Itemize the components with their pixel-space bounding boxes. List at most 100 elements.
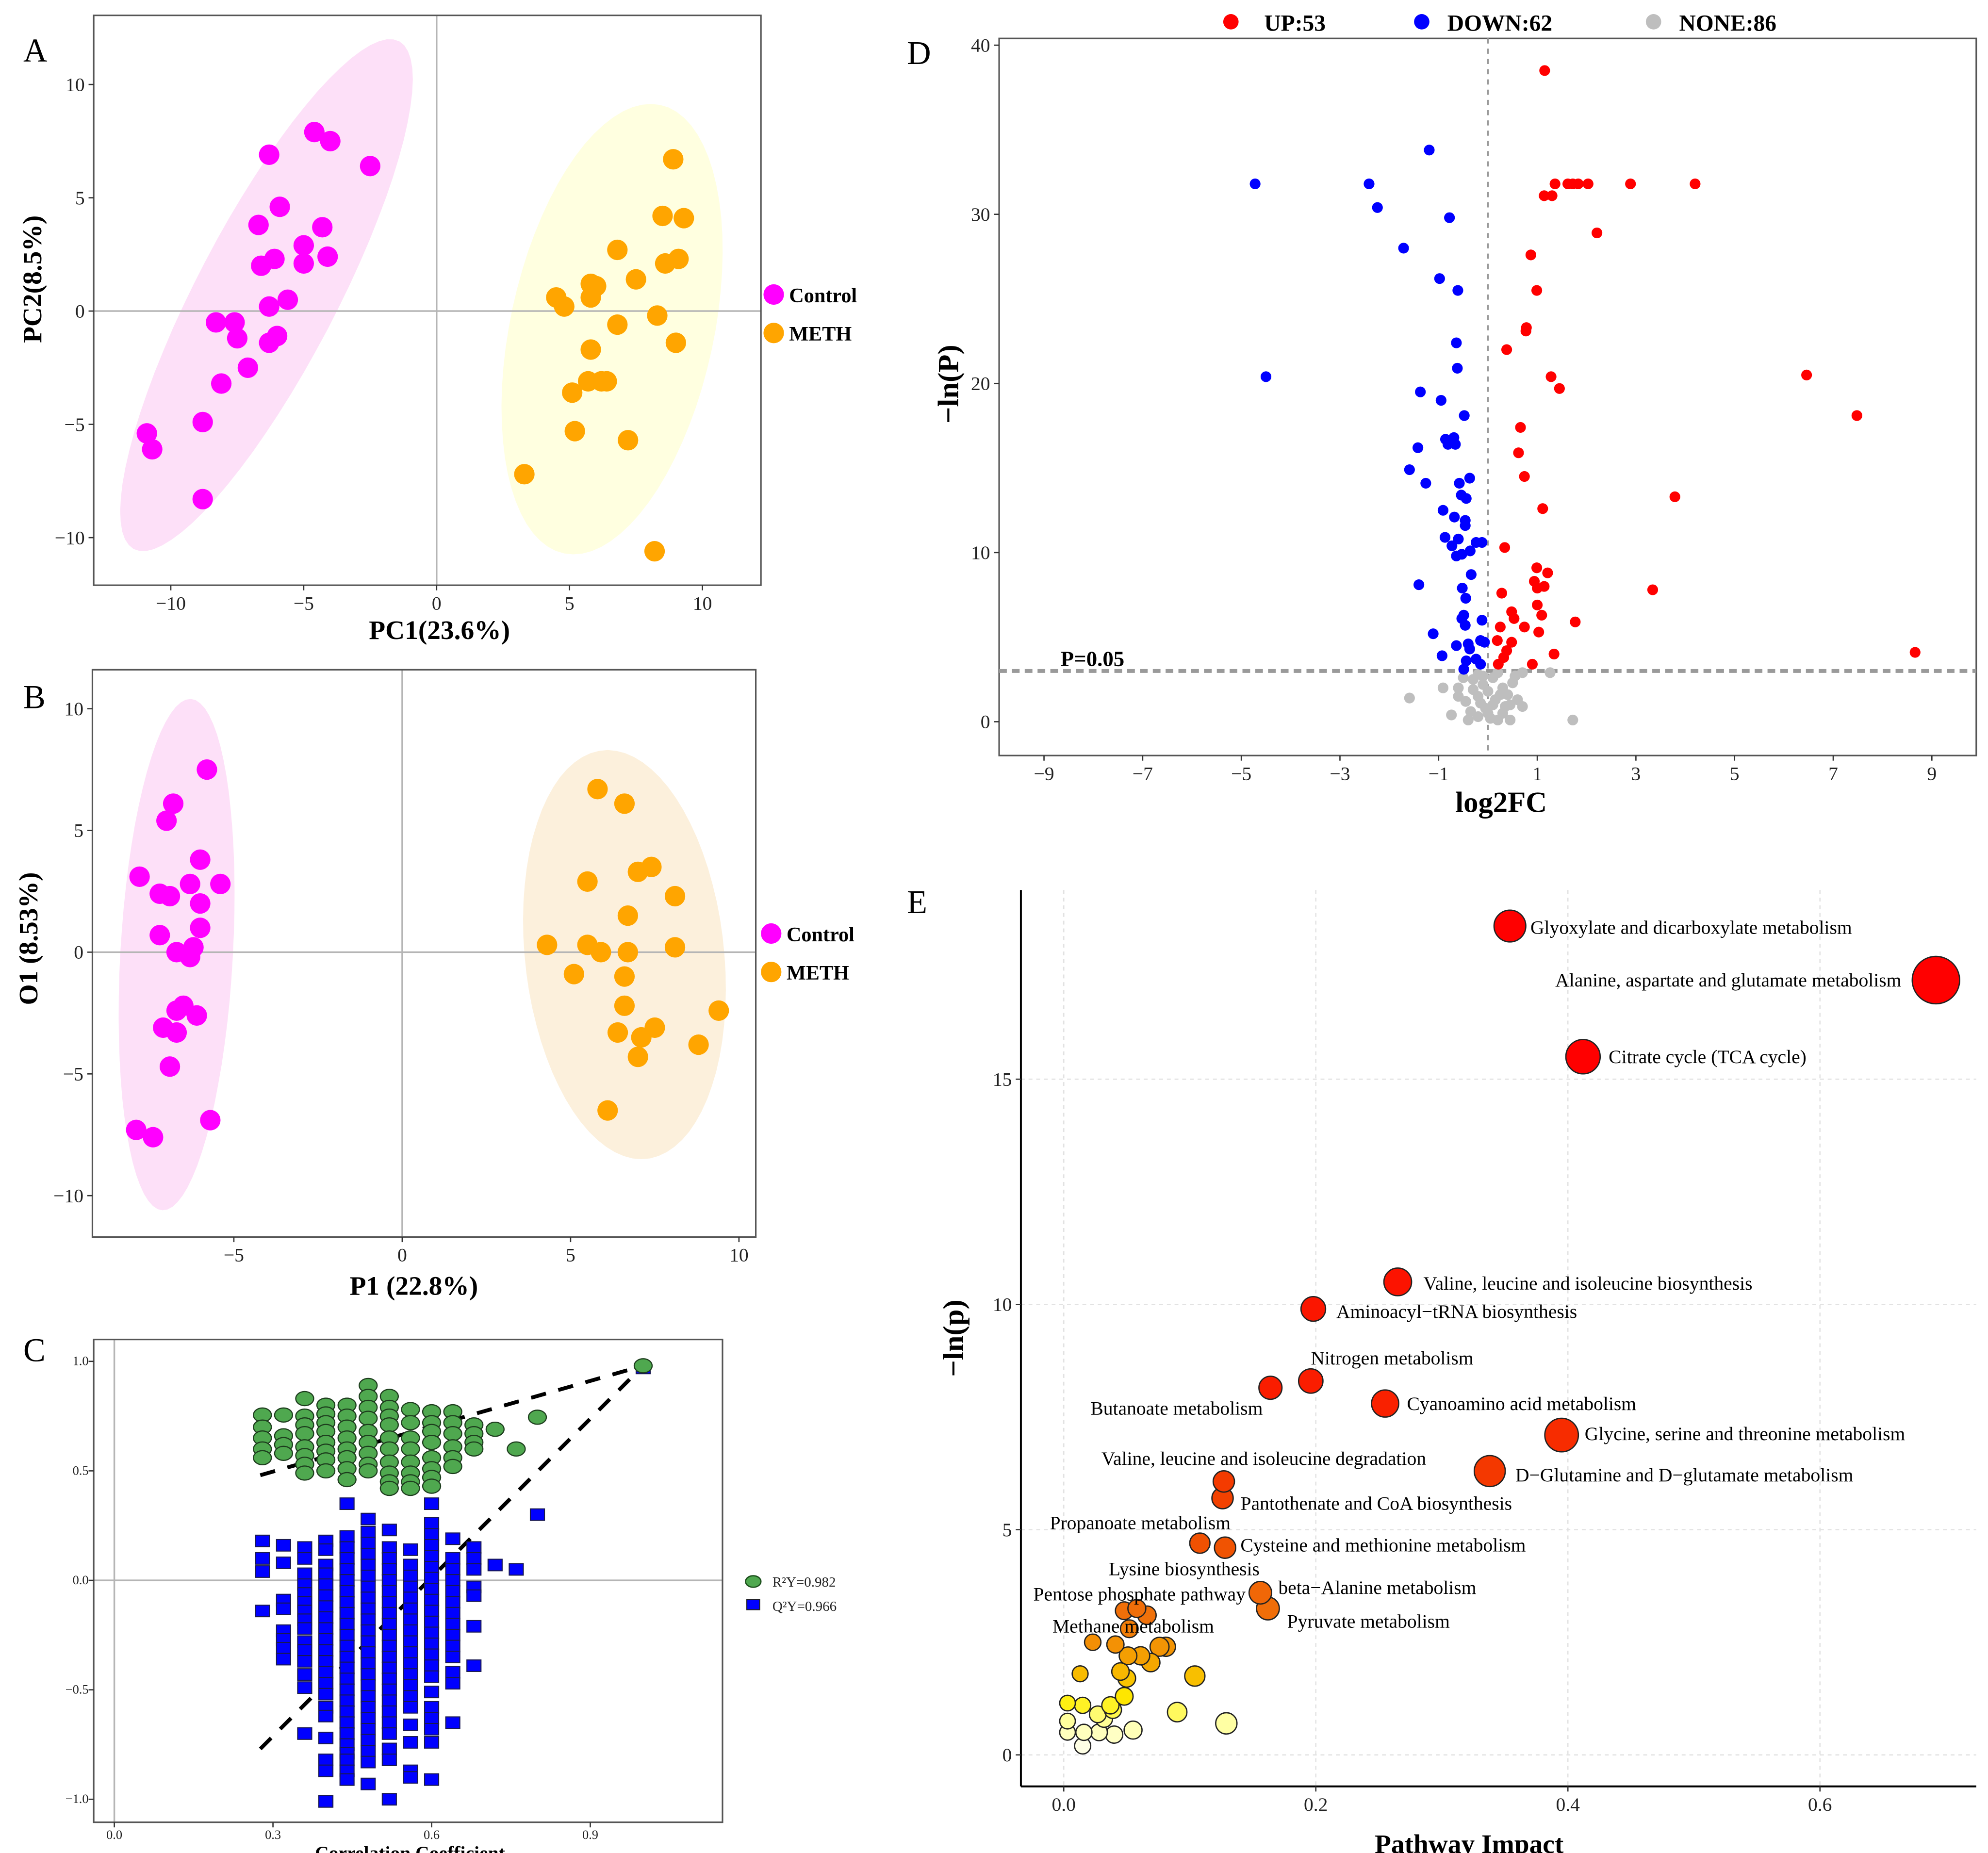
- legend-a-meth-marker: [763, 323, 784, 344]
- pathway-bubble: [1214, 1536, 1236, 1559]
- volcano-point-down: [1456, 549, 1467, 560]
- panel-a: −10 −5 0 5 10 10 5 0 −5 −10: [55, 15, 762, 614]
- volcano-point-down: [1413, 442, 1424, 453]
- q2-point: [297, 1727, 312, 1740]
- q2-point: [361, 1570, 376, 1582]
- panel-c-y-tick-label: 0.0: [73, 1573, 89, 1587]
- panel-d-x-tick-label: 9: [1927, 763, 1937, 784]
- pathway-bubble: [1215, 1712, 1238, 1735]
- volcano-point-down: [1461, 655, 1472, 667]
- panel-a-point-control: [320, 131, 341, 151]
- panel-a-y-title: PC2(8.5%): [17, 215, 47, 343]
- panel-b-x-title: P1 (22.8%): [350, 1271, 478, 1300]
- q2-point: [361, 1712, 376, 1725]
- q2-point: [361, 1525, 376, 1539]
- q2-point: [381, 1742, 397, 1755]
- volcano-point-up: [1513, 447, 1524, 459]
- r2-point: [379, 1441, 399, 1457]
- volcano-point-down: [1464, 473, 1475, 484]
- panel-a-y-tick-label: −5: [65, 414, 85, 435]
- r2-point: [443, 1459, 462, 1475]
- pathway-bubble: [1106, 1635, 1125, 1654]
- q2-point: [318, 1600, 334, 1613]
- panel-b-point-control: [126, 1119, 147, 1140]
- legend-b-meth-label: METH: [787, 962, 849, 984]
- q2-point: [445, 1628, 460, 1641]
- pathway-bubble: [1911, 955, 1960, 1005]
- r2-point: [295, 1391, 314, 1407]
- panel-b-point-meth: [607, 1022, 628, 1043]
- legend-c-r2-marker: [745, 1575, 762, 1588]
- q2-point: [339, 1683, 355, 1696]
- r2-point: [422, 1478, 442, 1494]
- volcano-point-down: [1413, 579, 1425, 590]
- panel-d-y-tick-label: 40: [971, 34, 990, 56]
- volcano-point-none: [1487, 699, 1498, 710]
- volcano-point-down: [1435, 395, 1446, 406]
- volcano-point-down: [1249, 178, 1261, 190]
- volcano-point-none: [1446, 709, 1457, 721]
- q2-point: [381, 1596, 397, 1609]
- pathway-label: Lysine biosynthesis: [1109, 1558, 1260, 1579]
- q2-point: [255, 1552, 270, 1565]
- panel-d-x-tick-label: 5: [1730, 763, 1740, 784]
- panel-b-point-meth: [537, 935, 558, 955]
- panel-b-point-control: [190, 893, 211, 914]
- panel-b-y-tick-label: −5: [63, 1064, 83, 1085]
- volcano-point-up: [1525, 249, 1536, 261]
- volcano-point-down: [1450, 439, 1461, 450]
- q2-point: [318, 1666, 334, 1679]
- legend-a-meth-label: METH: [789, 323, 852, 345]
- q2-point: [361, 1646, 376, 1659]
- q2-point: [361, 1679, 376, 1692]
- volcano-point-down: [1457, 582, 1468, 594]
- panel-a-point-meth: [607, 239, 628, 261]
- q2-point: [318, 1543, 334, 1556]
- volcano-point-down: [1465, 569, 1477, 580]
- panel-a-point-control: [192, 489, 213, 509]
- panel-a-frame: [93, 15, 762, 586]
- pathway-label: D−Glutamine and D−glutamate metabolism: [1515, 1464, 1854, 1486]
- q2-point: [445, 1607, 460, 1620]
- pathway-bubble: [1248, 1581, 1272, 1605]
- volcano-point-none: [1510, 671, 1521, 682]
- panel-b-point-control: [197, 759, 217, 780]
- panel-a-point-meth: [562, 382, 583, 403]
- volcano-point-up: [1851, 410, 1862, 421]
- q2-point: [255, 1565, 270, 1578]
- volcano-point-down: [1475, 658, 1486, 670]
- legend-d-up-marker: [1223, 14, 1239, 30]
- volcano-point-none: [1502, 689, 1513, 700]
- legend-c-r2-label: R²Y=0.982: [772, 1574, 836, 1590]
- volcano-point-up: [1592, 227, 1603, 239]
- q2-point: [403, 1690, 418, 1703]
- volcano-point-up: [1509, 613, 1520, 624]
- q2-point: [339, 1628, 355, 1641]
- q2-point: [339, 1773, 355, 1786]
- q2-point: [445, 1640, 460, 1653]
- q2-point: [445, 1532, 460, 1545]
- panel-c-x-tick-label: 0.3: [265, 1827, 281, 1842]
- q2-point: [403, 1624, 418, 1637]
- pathway-bubble: [1300, 1296, 1327, 1322]
- panel-b-point-meth: [627, 1047, 648, 1067]
- pathway-bubble: [1084, 1633, 1102, 1651]
- pathway-bubble: [1115, 1687, 1134, 1706]
- volcano-point-up: [1499, 542, 1511, 553]
- panel-b-point-control: [129, 866, 150, 887]
- panel-b-point-meth: [591, 942, 611, 963]
- panel-c-x-title: Correlation Coefficient: [315, 1842, 505, 1853]
- panel-a-x-tick-label: 5: [565, 592, 575, 614]
- q2-point: [424, 1686, 440, 1699]
- volcano-point-none: [1473, 711, 1484, 722]
- q2-point: [361, 1512, 376, 1525]
- panel-a-point-meth: [607, 314, 628, 335]
- q2-point: [339, 1640, 355, 1653]
- volcano-point-up: [1539, 190, 1550, 201]
- q2-point: [424, 1637, 440, 1650]
- volcano-point-down: [1460, 520, 1471, 531]
- volcano-point-up: [1532, 599, 1543, 611]
- panel-d-y-title: −ln(P): [933, 344, 965, 424]
- panel-c-x-tick-label: 0.6: [424, 1827, 440, 1842]
